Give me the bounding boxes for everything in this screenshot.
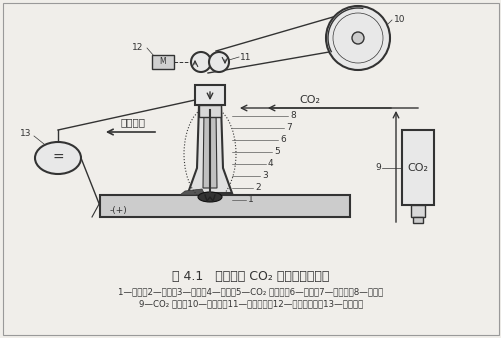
Text: 9: 9 <box>374 164 380 172</box>
Text: M: M <box>159 57 166 67</box>
Text: -(+): -(+) <box>109 206 127 215</box>
Text: 9—CO₂ 气瓶；10—焊丝盘；11—送丝滚轮；12—送丝电动机；13—直流电源: 9—CO₂ 气瓶；10—焊丝盘；11—送丝滚轮；12—送丝电动机；13—直流电源 <box>139 299 362 309</box>
Circle shape <box>351 32 363 44</box>
Bar <box>412 217 422 223</box>
Ellipse shape <box>197 192 221 202</box>
Polygon shape <box>202 110 216 188</box>
Text: 8: 8 <box>290 112 295 121</box>
Polygon shape <box>180 189 204 195</box>
Circle shape <box>190 52 210 72</box>
Text: 2: 2 <box>255 184 260 193</box>
Bar <box>194 85 224 105</box>
Text: 焊接方向: 焊接方向 <box>120 117 145 127</box>
Text: =: = <box>52 151 64 165</box>
Text: 3: 3 <box>262 171 267 180</box>
Bar <box>198 105 220 117</box>
Text: 10: 10 <box>393 16 405 24</box>
Text: 11: 11 <box>239 52 251 62</box>
Text: 1—母材；2—熔池；3—焊缝；4—电弧；5—CO₂ 保护区；6—焊丝；7—导电嘴；8—喷嘴；: 1—母材；2—熔池；3—焊缝；4—电弧；5—CO₂ 保护区；6—焊丝；7—导电嘴… <box>118 288 383 296</box>
Text: 7: 7 <box>286 123 291 132</box>
Bar <box>401 130 433 205</box>
Text: 图 4.1   实芯焊丝 CO₂ 气体保护焊示意: 图 4.1 实芯焊丝 CO₂ 气体保护焊示意 <box>172 270 329 284</box>
Ellipse shape <box>35 142 81 174</box>
Text: CO₂: CO₂ <box>299 95 320 105</box>
Text: 4: 4 <box>268 160 273 169</box>
Text: CO₂: CO₂ <box>407 163 428 173</box>
Text: 6: 6 <box>280 136 285 145</box>
Circle shape <box>208 52 228 72</box>
Text: 1: 1 <box>247 195 253 204</box>
Text: 13: 13 <box>20 129 32 139</box>
Bar <box>100 195 349 217</box>
Circle shape <box>325 6 389 70</box>
Bar <box>410 205 424 217</box>
Text: 5: 5 <box>274 147 279 156</box>
Bar <box>152 55 174 69</box>
Text: 12: 12 <box>132 43 143 51</box>
Polygon shape <box>188 105 231 193</box>
